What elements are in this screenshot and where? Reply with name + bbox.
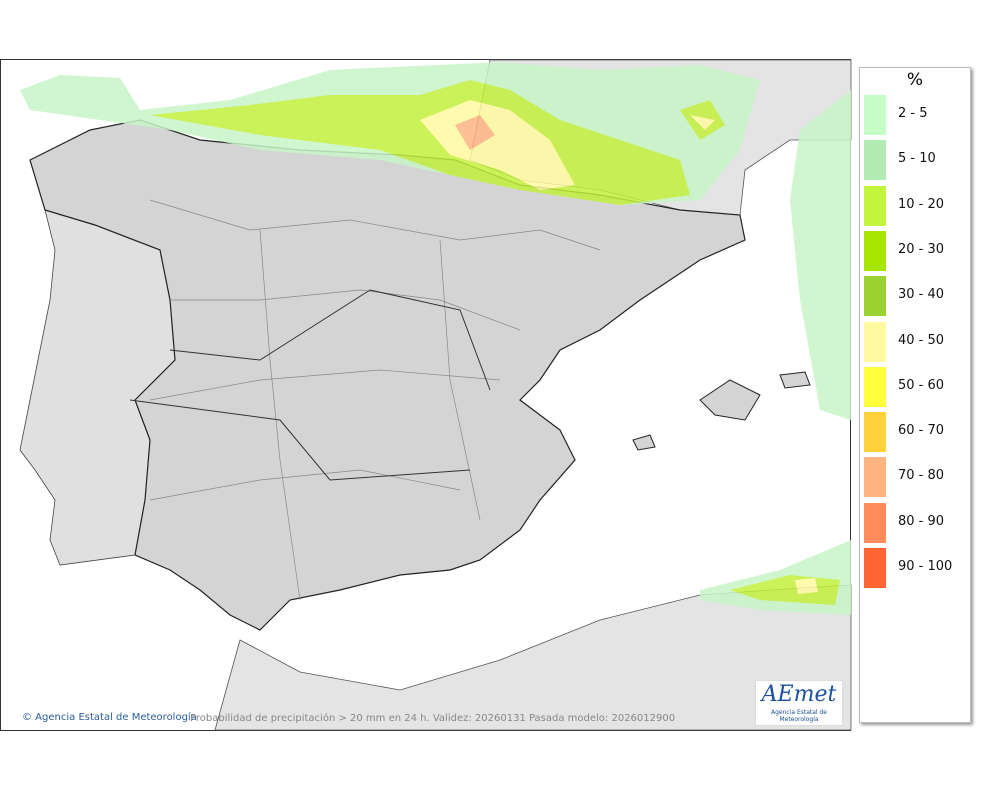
legend-swatch — [864, 321, 886, 362]
map — [0, 59, 852, 731]
legend-label: 70 - 80 — [898, 468, 945, 484]
legend-item: 70 - 80 — [864, 457, 968, 498]
legend-label: 2 - 5 — [898, 106, 928, 121]
legend-item: 30 - 40 — [864, 276, 968, 317]
legend-swatch — [864, 502, 886, 543]
legend-title: % — [906, 70, 924, 90]
logo: AEmet Agencia Estatal de Meteorología — [755, 680, 843, 726]
legend-label: 40 - 50 — [898, 332, 945, 348]
legend-swatch — [864, 95, 886, 135]
legend-label: 90 - 100 — [898, 559, 953, 574]
logo-subtitle: Agencia Estatal de Meteorología — [770, 709, 827, 723]
legend-swatch — [864, 230, 886, 271]
legend-swatch — [864, 366, 886, 407]
legend-item: 80 - 90 — [864, 502, 968, 543]
legend-label: 5 - 10 — [898, 151, 936, 167]
legend-label: 60 - 70 — [898, 423, 945, 439]
legend-item: 20 - 30 — [864, 230, 968, 271]
legend-item: 10 - 20 — [864, 185, 968, 226]
legend: % 2 - 5 5 - 10 10 - 20 20 - 30 30 - 40 40 - 5… — [859, 67, 971, 723]
legend-label: 20 - 30 — [898, 241, 945, 257]
legend-swatch — [864, 276, 886, 317]
legend-item: 2 - 5 — [864, 95, 968, 135]
legend-item: 60 - 70 — [864, 412, 968, 453]
legend-swatch — [864, 185, 886, 226]
legend-label: 10 - 20 — [898, 196, 945, 212]
legend-label: 30 - 40 — [898, 287, 945, 303]
legend-item: 5 - 10 — [864, 140, 968, 181]
legend-label: 80 - 90 — [898, 513, 945, 529]
logo-text: AEmet — [761, 682, 837, 707]
legend-label: 50 - 60 — [898, 377, 945, 393]
legend-item: 90 - 100 — [864, 548, 968, 588]
legend-swatch — [864, 457, 886, 498]
legend-swatch — [864, 412, 886, 453]
credit: © Agencia Estatal de Meteorología — [22, 712, 197, 723]
legend-item: 50 - 60 — [864, 366, 968, 407]
legend-swatch — [864, 548, 886, 588]
legend-swatch — [864, 140, 886, 181]
legend-item: 40 - 50 — [864, 321, 968, 362]
caption: Probabilidad de precipitación > 20 mm en… — [190, 713, 676, 724]
